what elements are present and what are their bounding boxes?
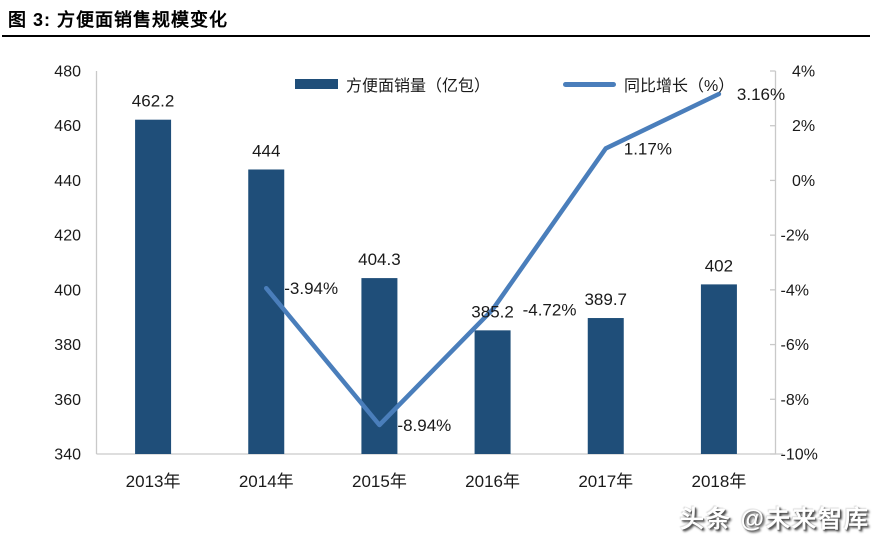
right-axis-tick-label-2%: 2%	[792, 118, 815, 135]
bar-2014年	[248, 169, 285, 454]
left-axis-tick-label-480: 480	[54, 64, 81, 81]
left-axis-tick-label-460: 460	[54, 118, 81, 135]
bar-value-label-2014年: 444	[252, 141, 280, 160]
legend-item-sales: 方便面销量（亿包）	[295, 75, 491, 95]
legend-line-swatch	[563, 81, 616, 87]
x-axis-label-2013年: 2013年	[126, 472, 181, 491]
bar-2018年	[700, 284, 737, 454]
bar-2016年	[474, 330, 511, 454]
line-value-label-2016年: -4.72%	[523, 301, 577, 320]
line-value-label-2017年: 1.17%	[624, 139, 672, 158]
legend-item-growth: 同比增长（%）	[563, 75, 735, 95]
right-axis-tick-label--4%: -4%	[781, 282, 809, 299]
left-axis-tick-label-380: 380	[54, 337, 81, 354]
line-value-label-2018年: 3.16%	[737, 85, 785, 104]
bar-value-label-2017年: 389.7	[584, 290, 627, 309]
bar-value-label-2015年: 404.3	[358, 250, 401, 269]
legend-bar-swatch	[295, 79, 338, 89]
left-axis-tick-label-400: 400	[54, 282, 81, 299]
growth-line	[264, 91, 722, 428]
line-value-label-2015年: -8.94%	[397, 416, 451, 435]
x-axis-label-2018年: 2018年	[692, 472, 747, 491]
right-axis-tick-label-0%: 0%	[792, 173, 815, 190]
bar-2017年	[587, 318, 624, 454]
x-axis-label-2017年: 2017年	[578, 472, 633, 491]
left-axis-tick-label-340: 340	[54, 447, 81, 464]
right-axis-tick-label--6%: -6%	[781, 337, 809, 354]
left-axis-tick-label-440: 440	[54, 173, 81, 190]
legend-line-label: 同比增长（%）	[624, 78, 735, 95]
legend-bar-label: 方便面销量（亿包）	[346, 78, 491, 95]
bar-value-label-2016年: 385.2	[471, 302, 514, 321]
left-axis-tick-label-360: 360	[54, 392, 81, 409]
left-axis-tick-label-420: 420	[54, 228, 81, 245]
x-axis-label-2016年: 2016年	[465, 472, 520, 491]
figure-title: 图 3: 方便面销售规模变化	[8, 10, 229, 30]
right-axis-tick-label--10%: -10%	[781, 447, 818, 464]
x-axis-label-2015年: 2015年	[352, 472, 407, 491]
right-axis-tick-label-4%: 4%	[792, 64, 815, 81]
right-axis-tick-label--8%: -8%	[781, 392, 809, 409]
watermark-text: 头条 @未来智库	[679, 506, 870, 533]
title-rule	[2, 35, 870, 37]
bar-2013年	[135, 119, 172, 455]
right-axis-tick-label--2%: -2%	[781, 228, 809, 245]
line-value-label-2014年: -3.94%	[284, 279, 338, 298]
bar-2015年	[361, 278, 398, 454]
x-axis-label-2014年: 2014年	[239, 472, 294, 491]
bar-value-label-2018年: 402	[705, 256, 733, 275]
bar-value-label-2013年: 462.2	[132, 92, 175, 111]
